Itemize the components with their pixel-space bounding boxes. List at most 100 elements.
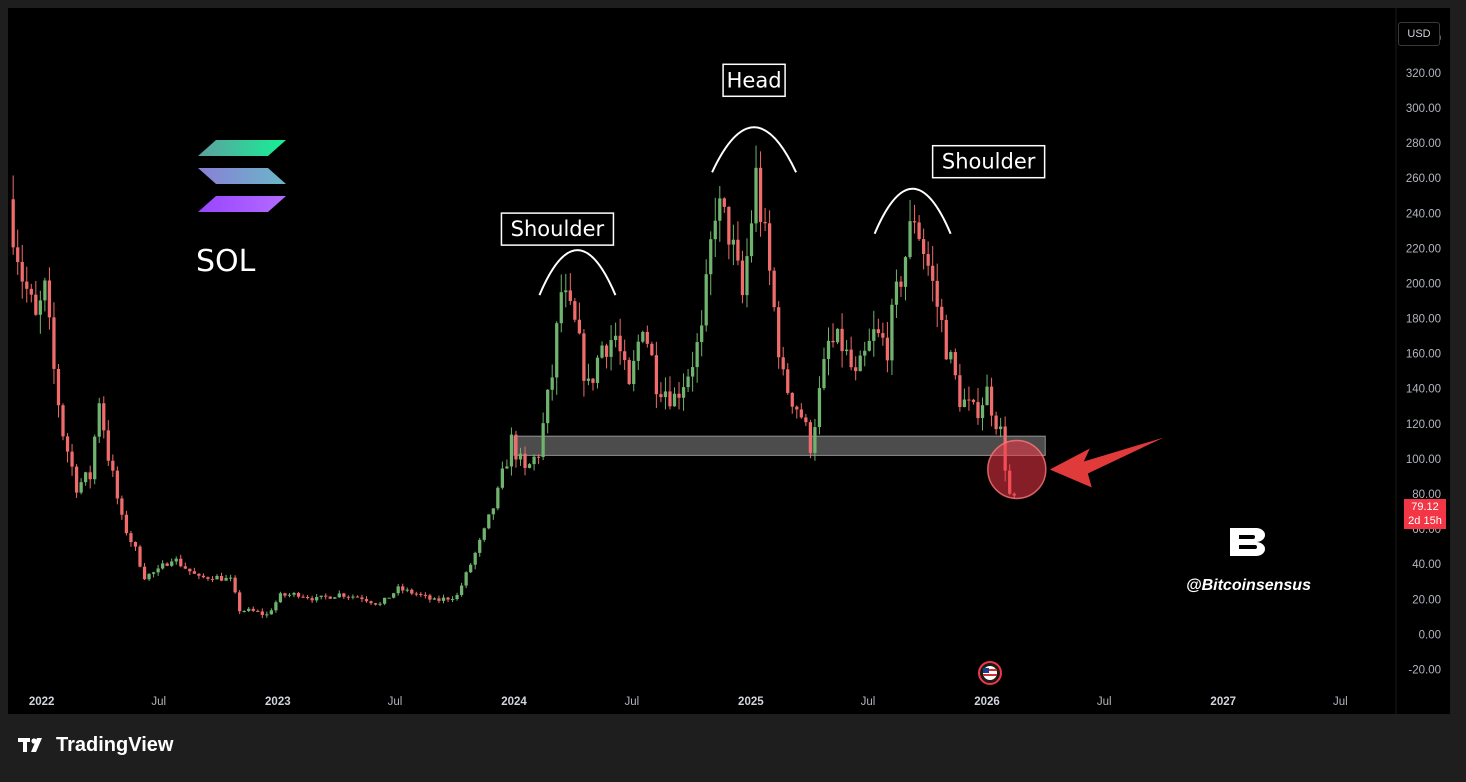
candle-body xyxy=(47,280,52,318)
y-tick-label: 20.00 xyxy=(1412,594,1441,606)
candle-body xyxy=(319,595,323,597)
candle-body xyxy=(25,281,29,289)
candle-body xyxy=(754,167,758,224)
candle-body xyxy=(238,592,242,612)
candle-body xyxy=(749,223,754,257)
annotation-box xyxy=(722,63,786,98)
candle-body xyxy=(627,360,631,385)
candle-body xyxy=(473,552,477,565)
candle-body xyxy=(378,603,382,605)
currency-button[interactable]: USD xyxy=(1398,22,1440,46)
tradingview-logo-icon[interactable] xyxy=(18,735,48,755)
y-tick-label: 240.00 xyxy=(1406,208,1441,220)
x-tick-label: 2025 xyxy=(738,696,764,708)
candle-body xyxy=(387,597,391,599)
candle-body xyxy=(138,546,142,567)
solana-logo-icon xyxy=(198,140,286,212)
footer: TradingView xyxy=(18,731,173,759)
candle-body xyxy=(34,294,38,315)
candle-body xyxy=(70,451,74,467)
candle-body xyxy=(541,423,545,457)
candle-body xyxy=(953,352,957,376)
candle-body xyxy=(894,281,899,305)
candle-body xyxy=(568,290,572,302)
candle-body xyxy=(56,368,61,406)
candle-body xyxy=(564,290,568,293)
candle-body xyxy=(147,573,151,580)
y-tick-label: 100.00 xyxy=(1406,454,1441,466)
pattern-arcs-layer: Shoulder Head Shoulder xyxy=(500,63,1046,296)
candle-body xyxy=(247,608,251,611)
candle-body xyxy=(926,254,930,266)
candle-body xyxy=(668,391,672,407)
candle-body xyxy=(654,355,659,395)
y-tick-label: 320.00 xyxy=(1406,68,1441,80)
y-tick-label: 300.00 xyxy=(1406,103,1441,115)
candle-body xyxy=(142,566,147,580)
candle-body xyxy=(690,367,695,377)
candle-body xyxy=(29,288,33,295)
tradingview-brand[interactable]: TradingView xyxy=(56,733,174,756)
candle-body xyxy=(867,340,871,351)
annotation-label: Head xyxy=(727,68,782,92)
candle-body xyxy=(546,389,550,424)
candle-body xyxy=(790,392,794,407)
candle-body xyxy=(156,568,160,573)
us-flag-icon[interactable] xyxy=(978,661,1002,685)
candle-body xyxy=(681,387,686,398)
candle-body xyxy=(591,378,595,383)
candle-body xyxy=(296,593,301,597)
candle-body xyxy=(382,597,387,604)
candle-body xyxy=(84,472,88,483)
candle-body xyxy=(876,329,880,334)
candle-body xyxy=(613,335,618,341)
pattern-arc xyxy=(711,126,797,173)
candle-body xyxy=(228,577,233,579)
candle-body xyxy=(179,558,183,567)
candle-body xyxy=(686,376,690,388)
candle-body xyxy=(206,577,210,579)
candle-body xyxy=(795,406,799,410)
candle-body xyxy=(260,611,264,615)
candle-body xyxy=(278,593,283,603)
candle-body xyxy=(940,306,944,320)
candle-body xyxy=(256,610,260,612)
candle-body xyxy=(482,528,486,540)
candle-body xyxy=(582,333,586,381)
candle-body xyxy=(219,575,224,581)
candle-body xyxy=(713,220,717,240)
current-price-value: 79.12 xyxy=(1411,501,1439,513)
candle-body xyxy=(523,453,527,468)
candle-body xyxy=(79,482,83,493)
candle-body xyxy=(401,586,405,591)
candle-body xyxy=(428,595,432,600)
y-axis: 340.00320.00300.00280.00260.00240.00220.… xyxy=(1406,33,1441,677)
candle-body xyxy=(360,597,364,600)
candle-body xyxy=(287,594,292,596)
candle-body xyxy=(505,466,509,469)
candle-body xyxy=(201,575,206,578)
candle-body xyxy=(188,568,192,572)
candle-body xyxy=(903,257,908,287)
candle-body xyxy=(817,388,822,428)
x-axis: 2022 Jul 2023 Jul 2024 Jul 2025 Jul 2026 Jul 2027 J… xyxy=(29,696,1348,708)
candle-body xyxy=(840,328,844,352)
candle-body xyxy=(373,603,378,605)
x-tick-label: Jul xyxy=(1333,696,1348,708)
x-tick-label: 2022 xyxy=(29,696,55,708)
candle-body xyxy=(831,340,835,343)
candle-body xyxy=(618,335,622,352)
current-price-tag: 79.12 2d 15h xyxy=(1404,499,1446,529)
candle-body xyxy=(704,274,708,326)
candle-body xyxy=(881,333,885,338)
candle-body xyxy=(74,466,79,493)
candle-body xyxy=(133,542,138,547)
candle-body xyxy=(20,262,24,282)
annotation-box xyxy=(931,144,1046,179)
candle-body xyxy=(369,601,373,604)
red-arrow-icon xyxy=(1049,437,1164,488)
x-tick-label: Jul xyxy=(151,696,166,708)
candle-body xyxy=(11,199,15,248)
candle-body xyxy=(931,265,935,281)
